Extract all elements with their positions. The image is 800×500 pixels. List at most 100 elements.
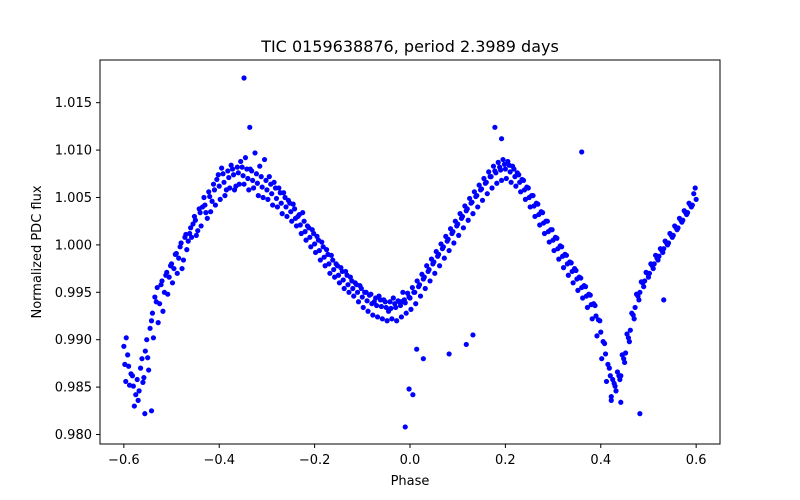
data-point xyxy=(246,187,252,193)
data-point xyxy=(693,196,699,202)
data-point xyxy=(141,375,147,381)
data-point xyxy=(492,168,498,174)
data-point xyxy=(365,308,371,314)
data-point xyxy=(307,234,313,240)
data-point xyxy=(400,289,406,295)
data-point xyxy=(242,155,249,161)
data-point xyxy=(481,175,487,182)
data-point xyxy=(492,124,498,130)
data-point xyxy=(153,299,159,305)
data-point xyxy=(436,263,443,269)
data-point xyxy=(203,210,209,216)
data-point xyxy=(598,329,604,335)
data-point xyxy=(351,293,357,299)
data-point xyxy=(616,373,622,379)
data-point xyxy=(508,179,514,185)
data-point xyxy=(374,302,380,309)
data-point xyxy=(377,297,384,303)
data-point xyxy=(462,203,468,209)
x-axis: −0.6 −0.4 −0.2 0.0 0.2 0.4 0.6 xyxy=(108,444,706,468)
data-point xyxy=(220,171,226,177)
data-point xyxy=(148,318,155,324)
data-point xyxy=(241,75,247,81)
data-point xyxy=(169,280,176,286)
data-point xyxy=(503,175,509,182)
y-axis-label: Normalized PDC flux xyxy=(30,185,45,318)
data-point xyxy=(139,356,145,362)
data-point xyxy=(331,266,337,273)
data-point xyxy=(193,232,199,239)
data-point xyxy=(498,177,505,184)
data-point xyxy=(537,222,543,228)
y-tick-label: 0.990 xyxy=(55,333,92,348)
data-point xyxy=(382,299,388,305)
data-point xyxy=(640,280,646,286)
data-point xyxy=(470,211,476,217)
data-point xyxy=(484,191,490,197)
x-tick-label: −0.6 xyxy=(108,453,140,468)
data-point xyxy=(293,223,300,229)
data-point xyxy=(408,306,414,312)
data-point xyxy=(136,388,142,394)
data-point xyxy=(465,217,471,223)
data-point xyxy=(340,277,346,283)
data-point xyxy=(398,299,405,305)
data-point xyxy=(133,392,139,398)
chart-title: TIC 0159638876, period 2.3989 days xyxy=(260,37,559,56)
data-point xyxy=(601,340,608,347)
data-point xyxy=(187,230,193,237)
data-point xyxy=(551,247,557,254)
data-point xyxy=(137,365,144,371)
data-point xyxy=(607,373,613,379)
x-tick-label: −0.2 xyxy=(299,453,331,468)
data-point xyxy=(274,204,281,210)
data-point xyxy=(683,210,689,216)
data-point xyxy=(339,268,345,275)
data-point xyxy=(252,150,258,156)
data-point xyxy=(317,257,323,263)
data-point xyxy=(546,239,552,245)
data-point xyxy=(608,397,614,403)
data-point xyxy=(613,388,619,394)
data-point xyxy=(522,196,529,202)
data-point xyxy=(580,295,586,301)
data-point xyxy=(363,289,369,295)
data-point xyxy=(330,257,336,263)
data-point xyxy=(321,254,327,260)
data-point xyxy=(158,282,164,288)
data-point xyxy=(211,187,218,193)
data-point xyxy=(456,232,462,239)
data-point xyxy=(479,197,486,203)
data-point xyxy=(463,208,469,214)
data-point xyxy=(513,183,519,189)
data-point xyxy=(306,225,312,231)
data-point xyxy=(191,213,198,220)
data-point xyxy=(142,411,148,417)
data-point xyxy=(182,234,188,240)
data-point xyxy=(144,337,150,343)
data-point xyxy=(573,267,579,274)
data-point xyxy=(516,172,522,178)
data-point xyxy=(379,316,385,322)
data-point xyxy=(238,158,244,165)
data-point xyxy=(402,424,408,430)
data-point xyxy=(389,316,395,322)
data-point xyxy=(570,280,576,286)
data-point xyxy=(502,166,508,172)
data-point xyxy=(236,181,242,187)
data-point xyxy=(179,265,185,272)
data-point xyxy=(249,168,255,174)
data-point xyxy=(296,211,302,218)
data-point xyxy=(390,295,396,301)
data-point xyxy=(358,285,364,292)
data-point xyxy=(278,200,284,206)
data-point xyxy=(219,165,225,171)
data-point xyxy=(506,162,512,168)
data-point xyxy=(184,247,190,253)
data-point xyxy=(394,318,400,324)
data-point xyxy=(147,325,153,331)
data-point xyxy=(311,230,317,237)
y-axis: 0.980 0.985 0.990 0.995 1.000 1.005 1.010 1.015 xyxy=(55,96,100,443)
y-tick-label: 0.995 xyxy=(55,286,92,301)
